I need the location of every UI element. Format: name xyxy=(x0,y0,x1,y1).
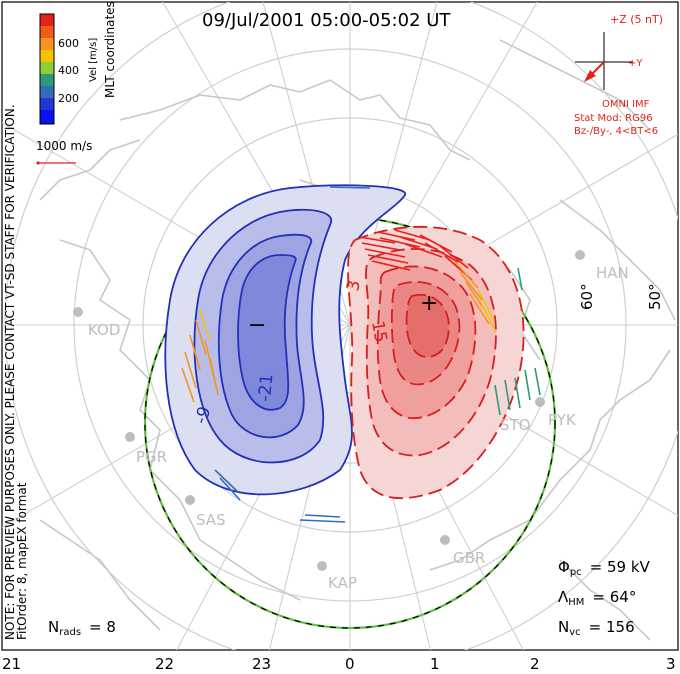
mlt-label-22: 22 xyxy=(155,655,174,673)
stat-phi-pc: Φpc = 59 kV xyxy=(558,558,651,578)
site-label-kap: KAP xyxy=(328,574,357,592)
contour-label-15: 15 xyxy=(367,319,390,344)
imf-model: Stat Mod: RG96 xyxy=(574,113,653,124)
contour-labels: -21 -9 3 15 xyxy=(191,279,391,427)
imf-y-label: +Y xyxy=(628,58,643,69)
mlt-axis: 21 22 23 0 1 2 3 xyxy=(2,655,676,673)
mlt-label-23: 23 xyxy=(252,655,271,673)
stat-lambda-hm: ΛHM = 64° xyxy=(558,588,636,608)
vector-scale-dot xyxy=(36,161,40,165)
imf-source: OMNI IMF xyxy=(602,99,650,110)
contour-label-3: 3 xyxy=(343,279,365,293)
preview-note: NOTE: FOR PREVIEW PURPOSES ONLY. PLEASE … xyxy=(3,104,17,640)
potential-minimum-marker: − xyxy=(248,313,266,338)
mlt-label-3: 3 xyxy=(666,655,676,673)
positive-cell xyxy=(347,225,525,500)
stat-nrads: Nrads = 8 xyxy=(48,618,116,638)
imf-condition: Bz-/By-, 4<BT<6 xyxy=(574,126,658,137)
contour-label-neg21: -21 xyxy=(255,373,277,402)
site-markers xyxy=(73,250,585,571)
site-label-han: HAN xyxy=(596,264,629,282)
colorbar-label: Vel [m/s] xyxy=(88,38,99,82)
velocity-vectors xyxy=(181,186,541,523)
potential-maximum-marker: + xyxy=(420,291,438,316)
latitude-label-60: 60° xyxy=(578,283,596,310)
map-title: 09/Jul/2001 05:00-05:02 UT xyxy=(202,10,451,31)
colorbar-tick-600: 600 xyxy=(58,37,79,50)
coordinates-label: MLT coordinates xyxy=(103,1,117,98)
contour-label-neg9: -9 xyxy=(191,404,216,427)
colorbar-tick-200: 200 xyxy=(58,92,79,105)
mlt-label-2: 2 xyxy=(530,655,540,673)
imf-z-label: +Z (5 nT) xyxy=(610,13,663,26)
map-stats: Nrads = 8 Φpc = 59 kV ΛHM = 64° Nvc = 156 xyxy=(48,558,651,638)
site-label-pgr: PGR xyxy=(136,448,167,466)
velocity-colorbar: 600 400 200 Vel [m/s] xyxy=(39,13,99,125)
latitude-label-50: 50° xyxy=(646,283,664,310)
site-label-sas: SAS xyxy=(196,511,226,529)
site-label-kod: KOD xyxy=(88,321,120,339)
site-label-gbr: GBR xyxy=(453,549,485,567)
mlt-label-0: 0 xyxy=(345,655,355,673)
colorbar-tick-400: 400 xyxy=(58,64,79,77)
site-labels: KOD PGR SAS KAP GBR PYK STO HAN xyxy=(88,264,629,592)
vector-scale-label: 1000 m/s xyxy=(36,139,92,153)
stat-nvc: Nvc = 156 xyxy=(558,618,635,638)
site-label-pyk: PYK xyxy=(548,411,577,429)
imf-clock: +Z (5 nT) +Y OMNI IMF Stat Mod: RG96 Bz-… xyxy=(574,13,663,137)
mlt-label-21: 21 xyxy=(2,655,21,673)
mlt-label-1: 1 xyxy=(430,655,440,673)
negative-cell xyxy=(164,184,406,496)
site-label-sto: STO xyxy=(500,416,531,434)
fit-order-label: FitOrder: 8, mapEX format xyxy=(15,482,29,640)
